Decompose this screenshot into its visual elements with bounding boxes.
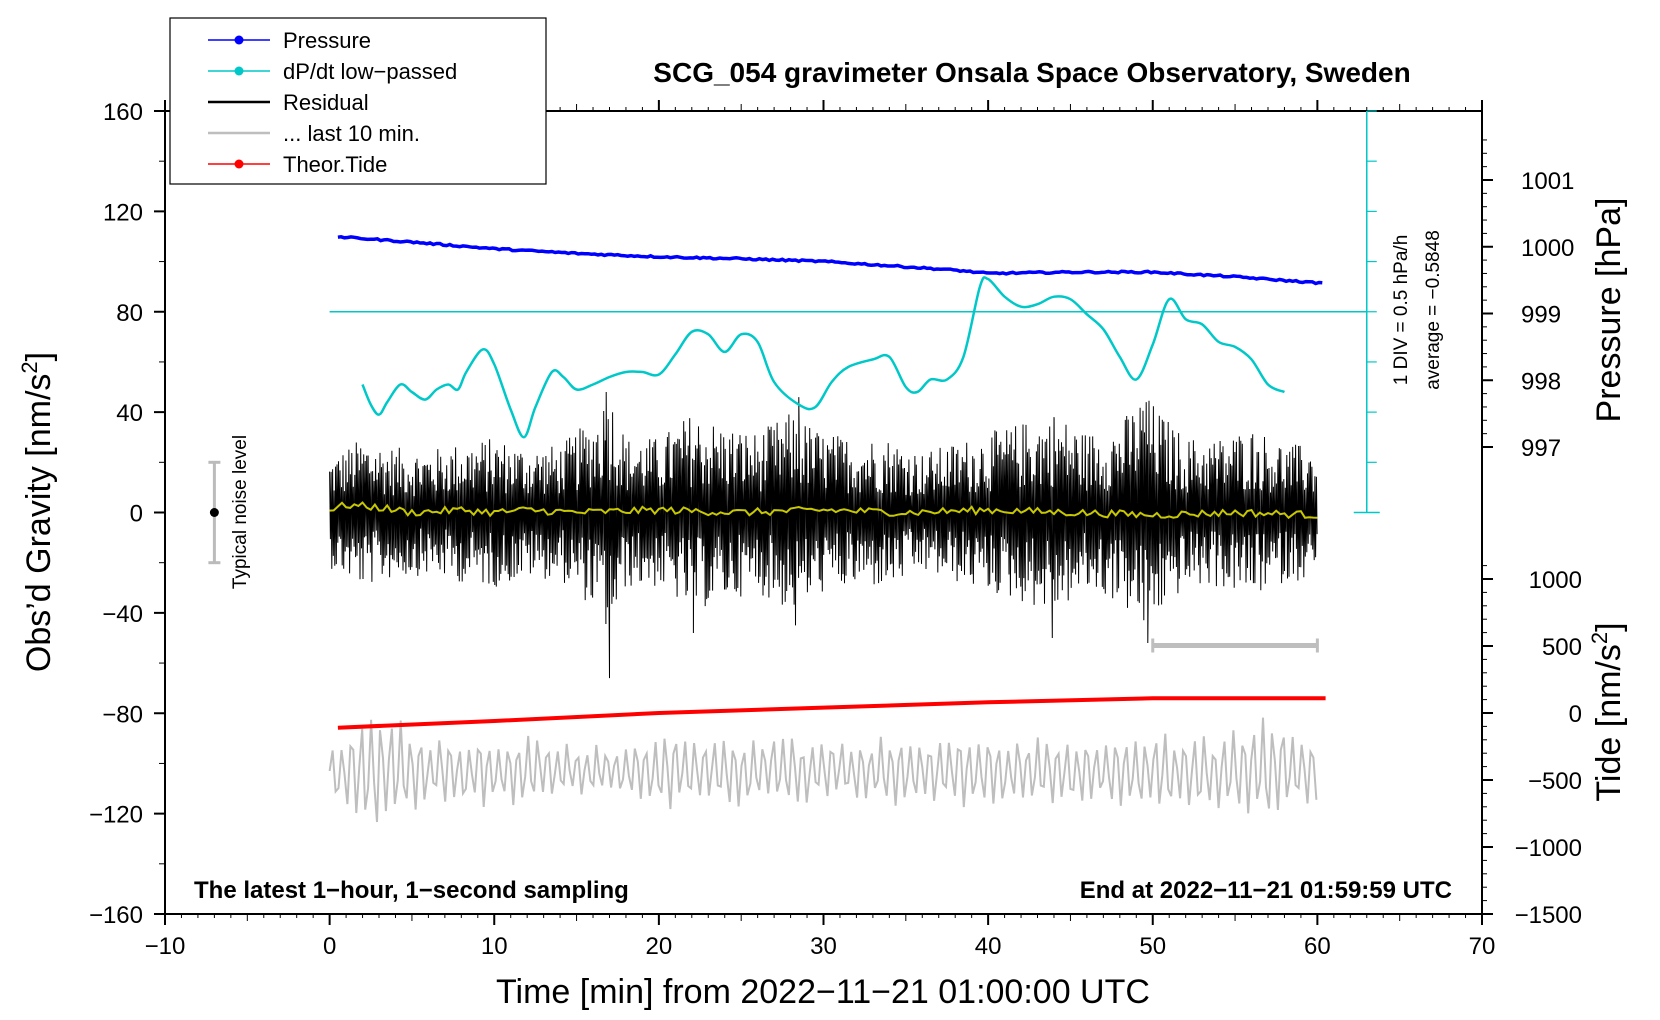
legend-label: Theor.Tide [283,152,387,177]
x-axis-title: Time [min] from 2022−11−21 01:00:00 UTC [496,973,1150,1011]
chart-title: SCG_054 gravimeter Onsala Space Observat… [653,57,1410,88]
series-layer [208,110,1380,823]
legend-marker [234,159,244,169]
y-left-tick-label: 40 [116,400,143,427]
legend-label: dP/dt low−passed [283,59,457,84]
y-axis-pressure: 997 998 999 1000 1001 [1482,139,1574,462]
theor-tide-line [337,696,1326,730]
legend-marker [234,66,244,76]
x-tick-label: 20 [646,933,673,960]
pressure-tick-label: 998 [1521,368,1561,395]
legend-label: ... last 10 min. [283,121,420,146]
y-left-tick-label: −120 [89,802,143,829]
y-axis-tide-title-sup: 2 [1587,632,1612,644]
tide-tick-label: 0 [1569,701,1582,728]
x-tick-label: 50 [1139,933,1166,960]
pressure-tick-label: 997 [1521,435,1561,462]
ten-minute-bar [1151,638,1319,653]
div-scale-label: 1 DIV = 0.5 hPa/h [1391,235,1412,386]
x-tick-label: 10 [481,933,508,960]
tide-tick-label: −1000 [1515,835,1582,862]
legend-label: Residual [283,90,369,115]
y-axis-tide-title: Tide [nm/s2] [1587,622,1628,801]
end-time-annotation: End at 2022−11−21 01:59:59 UTC [1080,877,1452,904]
y-left-tick-label: 0 [130,501,143,528]
residual-line [329,391,1318,679]
residual-smoothed-line [329,501,1318,520]
y-axis-left: −160 −120 −80 −40 0 40 80 120 160 [89,99,165,929]
y-axis-pressure-title: Pressure [hPa] [1590,198,1628,423]
last-10min-line [328,717,1318,823]
y-left-tick-label: −40 [102,601,143,628]
x-tick-label: 60 [1304,933,1331,960]
legend: Pressure dP/dt low−passed Residual ... last… [169,17,547,185]
x-tick-label: 40 [975,933,1002,960]
pressure-line [337,235,1323,286]
pressure-tick-label: 999 [1521,302,1561,329]
y-left-tick-label: −80 [102,701,143,728]
noise-bar-dot [209,508,219,517]
tide-tick-label: −1500 [1515,902,1582,929]
noise-level-bar [208,460,221,565]
x-tick-label: 0 [323,933,336,960]
y-left-tick-label: 160 [103,99,143,126]
y-left-tick-label: 80 [116,300,143,327]
x-tick-label: −10 [145,933,186,960]
tide-tick-label: 500 [1542,634,1582,661]
x-tick-label: 70 [1469,933,1496,960]
y-left-tick-label: −160 [89,902,143,929]
sampling-annotation: The latest 1−hour, 1−second sampling [194,877,629,904]
legend-marker [234,35,244,45]
tide-tick-label: 1000 [1529,567,1582,594]
noise-level-label: Typical noise level [230,435,251,589]
pressure-tick-label: 1000 [1521,235,1574,262]
y-axis-tide: −1500 −1000 −500 0 500 1000 [1482,565,1582,929]
y-left-tick-label: 120 [103,199,143,226]
average-label: average = −0.5848 [1423,230,1444,390]
legend-label: Pressure [283,28,371,53]
pressure-tick-label: 1001 [1521,168,1574,195]
tide-tick-label: −500 [1528,768,1582,795]
x-tick-label: 30 [810,933,837,960]
y-axis-left-title: Obs’d Gravity [nm/s2] [17,352,58,672]
y-axis-left-title-sup: 2 [17,361,42,373]
dpdt-line [361,276,1285,439]
x-axis: −10 0 10 20 30 40 50 60 70 [145,100,1496,960]
dpdt-scale-axis [1353,110,1380,514]
